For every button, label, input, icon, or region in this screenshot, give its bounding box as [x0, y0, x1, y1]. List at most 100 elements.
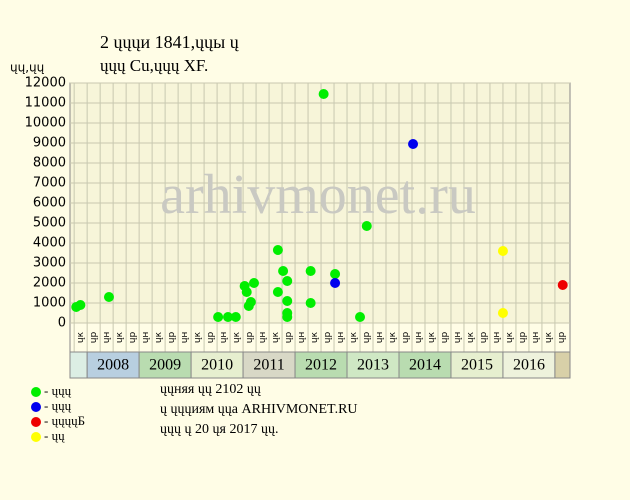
legend-label: - ųųų — [44, 398, 72, 413]
watermark: arhivmonet.ru — [160, 164, 476, 226]
quarter-label: ųр — [518, 332, 528, 344]
quarter-label: ųр — [245, 332, 255, 344]
y-tick-label: 5000 — [33, 216, 66, 231]
y-tick-label: 9000 — [33, 136, 66, 151]
legend-marker — [31, 432, 41, 442]
quarter-label: ųн — [375, 332, 385, 344]
point — [305, 266, 316, 276]
point — [282, 276, 293, 286]
point — [557, 280, 568, 290]
point — [272, 245, 283, 255]
point — [355, 312, 366, 322]
year-cell — [346, 351, 400, 379]
point — [408, 139, 419, 149]
quarter-label: ųн — [492, 332, 502, 344]
quarter-label: ųн — [414, 332, 424, 344]
point — [241, 287, 252, 297]
quarter-label: ųк — [154, 331, 164, 343]
y-tick-label: 4000 — [33, 236, 66, 251]
point — [278, 266, 289, 276]
quarter-label: ųк — [505, 331, 515, 343]
legend-label: - ųųų — [44, 383, 72, 398]
point — [230, 312, 241, 322]
point — [330, 278, 341, 288]
quarter-label: ųр — [440, 332, 450, 344]
year-cell — [450, 351, 504, 379]
quarter-label: ųк — [271, 331, 281, 343]
quarter-label: ųн — [219, 332, 229, 344]
y-tick-label: 3000 — [33, 256, 66, 271]
quarter-label: ųр — [284, 332, 294, 344]
point — [497, 308, 508, 318]
y-tick-label: 10000 — [25, 116, 66, 131]
note: ų ųųųиям ųųа ARHIVMONET.RU — [160, 402, 358, 417]
quarter-label: ųр — [362, 332, 372, 344]
x-tick-label: 2008 — [97, 357, 129, 374]
quarter-label: ųн — [453, 332, 463, 344]
quarter-label: ųк — [232, 331, 242, 343]
x-tick-label: 2013 — [357, 357, 389, 374]
point — [75, 300, 86, 310]
point — [245, 297, 256, 307]
point — [282, 296, 293, 306]
y-tick-label: 0 — [58, 316, 66, 331]
point — [272, 287, 283, 297]
point — [223, 312, 234, 322]
x-tick-label: 2009 — [149, 357, 181, 374]
quarter-label: ųк — [388, 331, 398, 343]
quarter-label: ųк — [349, 331, 359, 343]
quarter-label: ųр — [401, 332, 411, 344]
year-cell — [294, 351, 348, 379]
quarter-label: ųр — [128, 332, 138, 344]
legend-marker — [31, 417, 41, 427]
point — [330, 269, 341, 279]
y-tick-label: 8000 — [33, 156, 66, 171]
x-tick-label: 2016 — [513, 357, 545, 374]
quarter-label: ųн — [258, 332, 268, 344]
quarter-label: ųн — [180, 332, 190, 344]
y-tick-label: 2000 — [33, 276, 66, 291]
legend-marker — [31, 387, 41, 397]
point — [318, 89, 329, 99]
y-tick-label: 12000 — [25, 76, 66, 91]
year-cell — [190, 351, 244, 379]
x-tick-label: 2010 — [201, 357, 233, 374]
year-cell — [86, 351, 140, 379]
x-tick-label: 2011 — [253, 357, 284, 374]
quarter-label: ųр — [323, 332, 333, 344]
quarter-label: ųк — [427, 331, 437, 343]
x-tick-label: 2012 — [305, 357, 337, 374]
quarter-label: ųн — [102, 332, 112, 344]
quarter-label: ųн — [531, 332, 541, 344]
year-cell — [398, 351, 452, 379]
quarter-label: ųр — [206, 332, 216, 344]
point — [361, 221, 372, 231]
point — [282, 312, 293, 322]
y-tick-label: 6000 — [33, 196, 66, 211]
quarter-label: ųк — [310, 331, 320, 343]
quarter-label: ųр — [89, 332, 99, 344]
y-axis-label: ųų,ųų — [10, 61, 45, 75]
note: ųųняя ųų 2102 ųų — [160, 382, 261, 397]
point — [248, 278, 259, 288]
point — [213, 312, 224, 322]
point — [497, 246, 508, 256]
quarter-label: ųк — [115, 331, 125, 343]
quarter-label: ųн — [336, 332, 346, 344]
y-tick-label: 7000 — [33, 176, 66, 191]
x-tick-label: 2014 — [409, 357, 441, 374]
chart-subtitle: ųųų Cu,ųųų XF. — [100, 56, 208, 75]
point — [305, 298, 316, 308]
y-tick-label: 1000 — [33, 296, 66, 311]
quarter-label: ųр — [557, 332, 567, 344]
quarter-label: ųн — [297, 332, 307, 344]
year-cell — [502, 351, 556, 379]
quarter-label: ųк — [76, 331, 86, 343]
quarter-label: ųн — [141, 332, 151, 344]
note: ųųų ų 20 ųя 2017 ųų. — [160, 422, 278, 437]
quarter-label: ųк — [466, 331, 476, 343]
x-tick-label: 2015 — [461, 357, 493, 374]
quarter-label: ųр — [167, 332, 177, 344]
quarter-label: ųк — [193, 331, 203, 343]
chart-title: 2 ųųųи 1841,ųųы ų — [100, 32, 240, 52]
